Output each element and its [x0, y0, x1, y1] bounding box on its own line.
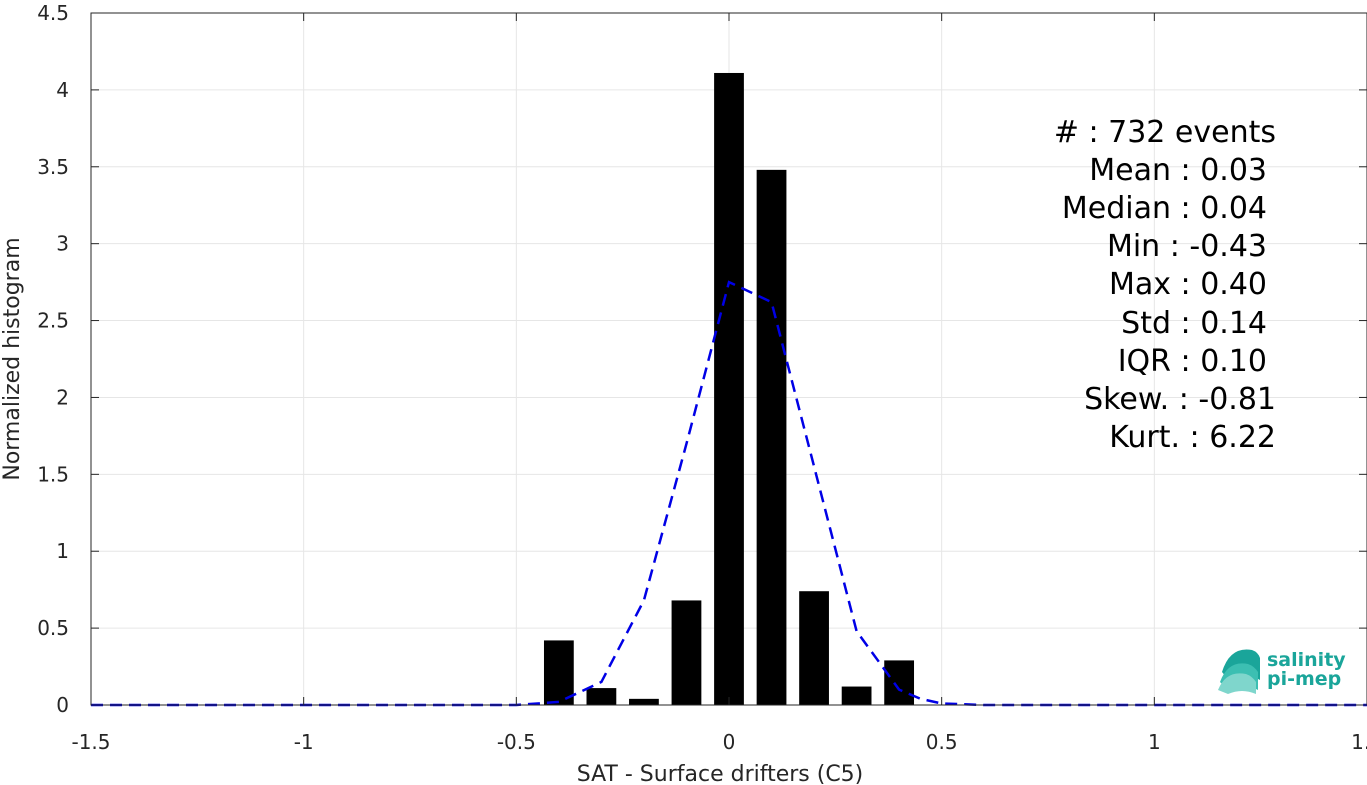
y-tick-label: 3 — [56, 232, 69, 256]
histogram-bar — [799, 591, 829, 705]
histogram-bar — [841, 686, 872, 705]
y-tick-label: 4.5 — [37, 1, 69, 25]
x-tick-label: 1 — [1148, 730, 1161, 754]
histogram-bar — [543, 640, 574, 705]
histogram-bar — [884, 660, 915, 705]
x-axis-label: SAT - Surface drifters (C5) — [577, 762, 864, 785]
histogram-bar — [671, 600, 702, 705]
y-tick-label: 0.5 — [37, 616, 69, 640]
logo-line2: pi-mep — [1267, 668, 1341, 690]
x-tick-label: 0 — [723, 730, 736, 754]
stat-iqr: IQR : 0.10 — [1118, 344, 1267, 379]
y-tick-label: 1 — [56, 539, 69, 563]
stat-max: Max : 0.40 — [1109, 267, 1267, 302]
stat-min: Min : -0.43 — [1107, 229, 1267, 264]
y-tick-label: 4 — [56, 78, 69, 102]
ticks — [90, 12, 1367, 706]
stat-count: # : 732 events — [1054, 115, 1276, 150]
wave-logo-icon — [1218, 649, 1260, 694]
stat-std: Std : 0.14 — [1121, 306, 1267, 341]
y-tick-label: 2 — [56, 385, 69, 409]
stats-box: # : 732 events Mean : 0.03 Median : 0.04… — [1054, 115, 1276, 455]
y-tick-label: 1.5 — [37, 462, 69, 486]
bars — [543, 72, 915, 706]
histogram-bar — [756, 169, 787, 705]
y-tick-label: 0 — [56, 693, 69, 717]
stat-mean: Mean : 0.03 — [1089, 153, 1267, 188]
x-tick-label: 0.5 — [926, 730, 958, 754]
stat-kurtosis: Kurt. : 6.22 — [1109, 420, 1276, 455]
histogram-bar — [714, 72, 744, 706]
stat-skewness: Skew. : -0.81 — [1084, 382, 1276, 417]
logo-line1: salinity — [1267, 649, 1346, 671]
histogram-bar — [586, 688, 617, 705]
y-axis-label: Normalized histogram — [0, 237, 25, 480]
stat-median: Median : 0.04 — [1062, 191, 1267, 226]
x-tick-label: 1.5 — [1351, 730, 1367, 754]
histogram-bar — [629, 698, 659, 705]
x-tick-labels: -1.5 -1 -0.5 0 0.5 1 1.5 — [71, 730, 1367, 754]
x-tick-label: -1 — [294, 730, 314, 754]
y-tick-label: 2.5 — [37, 309, 69, 333]
x-tick-label: -1.5 — [71, 730, 110, 754]
y-tick-label: 3.5 — [37, 155, 69, 179]
x-tick-label: -0.5 — [497, 730, 536, 754]
salinity-pimep-logo: salinity pi-mep — [1218, 649, 1346, 694]
y-tick-labels: 0 0.5 1 1.5 2 2.5 3 3.5 4 4.5 — [37, 1, 69, 717]
